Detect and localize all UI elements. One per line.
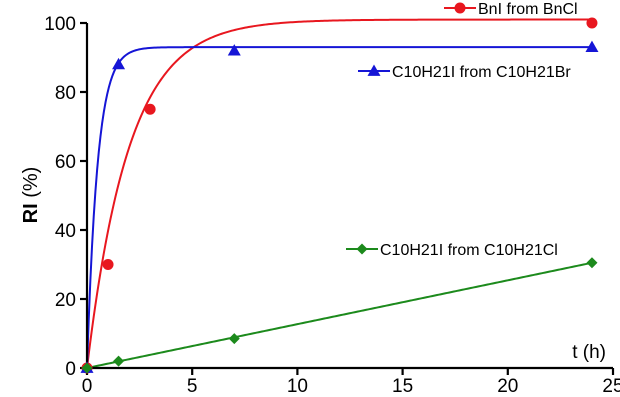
y-tick-label: 100 [44, 14, 76, 35]
x-tick-label: 0 [82, 376, 93, 397]
data-point [112, 57, 126, 70]
x-axis-label: t (h) [572, 342, 606, 363]
legend-marker [367, 64, 381, 76]
data-point [586, 17, 598, 29]
data-points [80, 17, 599, 374]
y-tick-label: 0 [65, 359, 76, 380]
legend-marker [454, 2, 466, 14]
data-point [227, 44, 241, 56]
fit-curve-1 [86, 18, 592, 369]
data-point [586, 257, 598, 269]
x-tick-label: 25 [602, 376, 620, 397]
x-tick-label: 5 [187, 376, 198, 397]
data-point [102, 259, 114, 270]
data-point [113, 355, 125, 367]
x-tick-label: 10 [287, 376, 308, 397]
fit-curve-3 [86, 261, 593, 369]
y-axis-label-unit: (%) [20, 167, 42, 204]
legend-label: C10H21I from C10H21Cl [380, 242, 558, 259]
y-tick-label: 40 [55, 221, 76, 242]
axes [85, 23, 613, 370]
y-tick-label: 60 [55, 152, 76, 173]
fit-curve-2 [86, 46, 592, 369]
data-point [228, 333, 240, 345]
data-point [81, 362, 93, 374]
data-point [585, 40, 599, 53]
x-tick-label: 15 [392, 376, 413, 397]
legend-item: BnI from BnCl [444, 1, 578, 18]
legend-item: C10H21I from C10H21Cl [346, 242, 558, 259]
legend-marker [356, 243, 368, 255]
y-axis-label-main: RI [20, 203, 42, 223]
ticks: 0 5 10 15 20 25 0 20 40 60 80 100 [44, 14, 620, 397]
data-point [144, 103, 156, 115]
x-tick-label: 20 [497, 376, 518, 397]
legend: BnI from BnCl C10H21I from C10H21Br C10H21… [346, 1, 578, 259]
y-axis-label: RI (%) [20, 167, 42, 224]
y-tick-label: 20 [55, 290, 76, 311]
legend-item: C10H21I from C10H21Br [358, 64, 571, 81]
legend-label: BnI from BnCl [478, 1, 578, 18]
legend-label: C10H21I from C10H21Br [392, 64, 571, 81]
y-tick-label: 80 [55, 83, 76, 104]
fit-curves [86, 18, 593, 369]
